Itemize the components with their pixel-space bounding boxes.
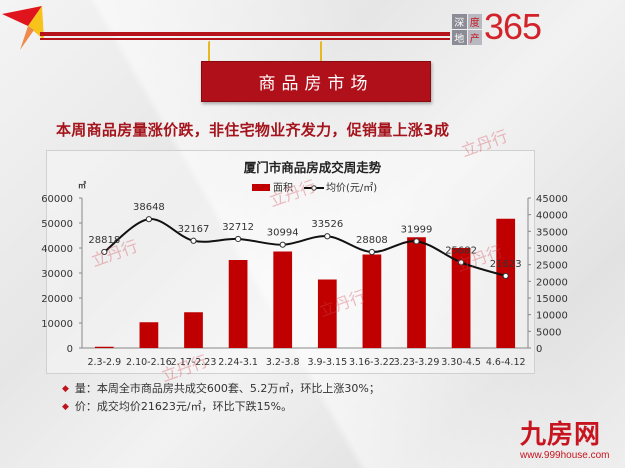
bar <box>94 346 114 348</box>
headline: 本周商品房量涨价跌，非住宅物业齐发力，促销量上涨3成 <box>56 121 450 139</box>
left-tick-label: 60000 <box>41 194 73 205</box>
right-tick-label: 20000 <box>536 277 568 288</box>
right-tick-label: 25000 <box>536 261 568 272</box>
logo-char: 度 <box>467 14 482 29</box>
x-tick-label: 4.6-4.12 <box>486 357 526 368</box>
price-marker <box>324 233 331 240</box>
price-marker <box>502 272 509 280</box>
shendu-365-logo: 深 度 地 产 365 <box>452 6 624 47</box>
right-tick-label: 35000 <box>536 227 568 238</box>
sign-rope-left <box>208 41 212 69</box>
x-tick-label: 3.2-3.8 <box>266 357 300 368</box>
right-tick-label: 0 <box>536 344 542 355</box>
price-marker <box>190 237 197 244</box>
right-tick-label: 15000 <box>536 294 568 305</box>
right-tick-label: 40000 <box>536 211 568 222</box>
chart-title: 厦门市商品房成交周走势 <box>243 160 382 175</box>
bar <box>451 248 471 348</box>
bar <box>273 251 293 348</box>
bullet-icon: ◆ <box>62 402 69 412</box>
section-sign: 商品房市场 <box>201 61 431 102</box>
brand-logo-999house: 九房网 www.999house.com <box>520 422 610 461</box>
legend-line-label: 均价(元/㎡) <box>326 182 377 194</box>
left-tick-label: 30000 <box>41 269 73 280</box>
x-tick-label: 3.30-4.5 <box>441 357 481 368</box>
price-line <box>103 218 506 277</box>
bar <box>139 322 159 348</box>
price-label: 25682 <box>445 245 477 256</box>
price-label: 31999 <box>401 224 433 235</box>
brand-name: 九房网 <box>520 420 602 450</box>
price-label: 30994 <box>267 228 299 239</box>
logo-char: 地 <box>452 30 467 45</box>
price-marker <box>279 241 286 248</box>
header-rail <box>40 32 450 41</box>
x-tick-label: 2.24-3.1 <box>218 357 258 368</box>
right-tick-label: 45000 <box>536 194 568 205</box>
price-label: 38648 <box>133 202 165 213</box>
bar <box>496 218 516 348</box>
paper-plane-icon <box>2 6 44 50</box>
price-marker <box>235 235 242 243</box>
left-tick-label: 0 <box>67 344 73 355</box>
logo-number: 365 <box>484 6 542 47</box>
price-marker <box>458 259 465 266</box>
bar <box>184 312 203 348</box>
price-label: 33526 <box>311 219 343 230</box>
bullet-price: ◆ 价：成交均价21623元/㎡，环比下跌15%。 <box>62 398 380 416</box>
price-marker <box>413 238 420 245</box>
price-marker <box>101 248 108 256</box>
legend-bar-label: 面积 <box>273 182 293 194</box>
x-tick-label: 3.16-3.22 <box>349 357 395 368</box>
x-tick-label: 2.3-2.9 <box>87 357 121 368</box>
bullet-volume: ◆ 量：本周全市商品房共成交600套、5.2万㎡，环比上涨30%； <box>62 380 380 398</box>
right-tick-label: 30000 <box>536 244 568 255</box>
legend-bar-swatch <box>252 184 270 191</box>
price-label: 28808 <box>356 235 388 246</box>
logo-char: 产 <box>467 30 482 45</box>
summary-bullets: ◆ 量：本周全市商品房共成交600套、5.2万㎡，环比上涨30%； ◆ 价：成交… <box>62 380 380 416</box>
bar <box>362 254 382 348</box>
x-tick-label: 3.23-3.29 <box>394 357 440 368</box>
price-label: 21623 <box>490 259 522 270</box>
right-tick-label: 10000 <box>536 311 568 322</box>
x-tick-label: 2.10-2.16 <box>126 357 172 368</box>
bullet-icon: ◆ <box>62 384 69 394</box>
bullet-text: 价：成交均价21623元/㎡，环比下跌15%。 <box>74 400 293 413</box>
brand-url: www.999house.com <box>520 450 610 461</box>
left-tick-label: 10000 <box>41 319 73 330</box>
left-tick-label: 20000 <box>41 294 73 305</box>
price-label: 28818 <box>88 235 120 246</box>
x-tick-label: 3.9-3.15 <box>307 357 347 368</box>
price-label: 32712 <box>222 222 254 233</box>
left-tick-label: 50000 <box>41 219 73 230</box>
logo-char: 深 <box>452 14 467 29</box>
x-tick-label: 2.17-2.23 <box>171 357 217 368</box>
left-tick-label: 40000 <box>41 244 73 255</box>
bar <box>407 237 426 348</box>
sign-rope-right <box>320 41 324 69</box>
bar <box>317 279 337 348</box>
price-marker <box>145 216 152 223</box>
section-title: 商品房市场 <box>258 74 374 94</box>
price-label: 32167 <box>178 224 210 235</box>
price-marker <box>368 248 375 256</box>
right-tick-label: 5000 <box>536 327 561 338</box>
bar <box>228 260 248 348</box>
left-axis-unit: ㎡ <box>78 180 86 190</box>
bullet-text: 量：本周全市商品房共成交600套、5.2万㎡，环比上涨30%； <box>74 382 380 395</box>
